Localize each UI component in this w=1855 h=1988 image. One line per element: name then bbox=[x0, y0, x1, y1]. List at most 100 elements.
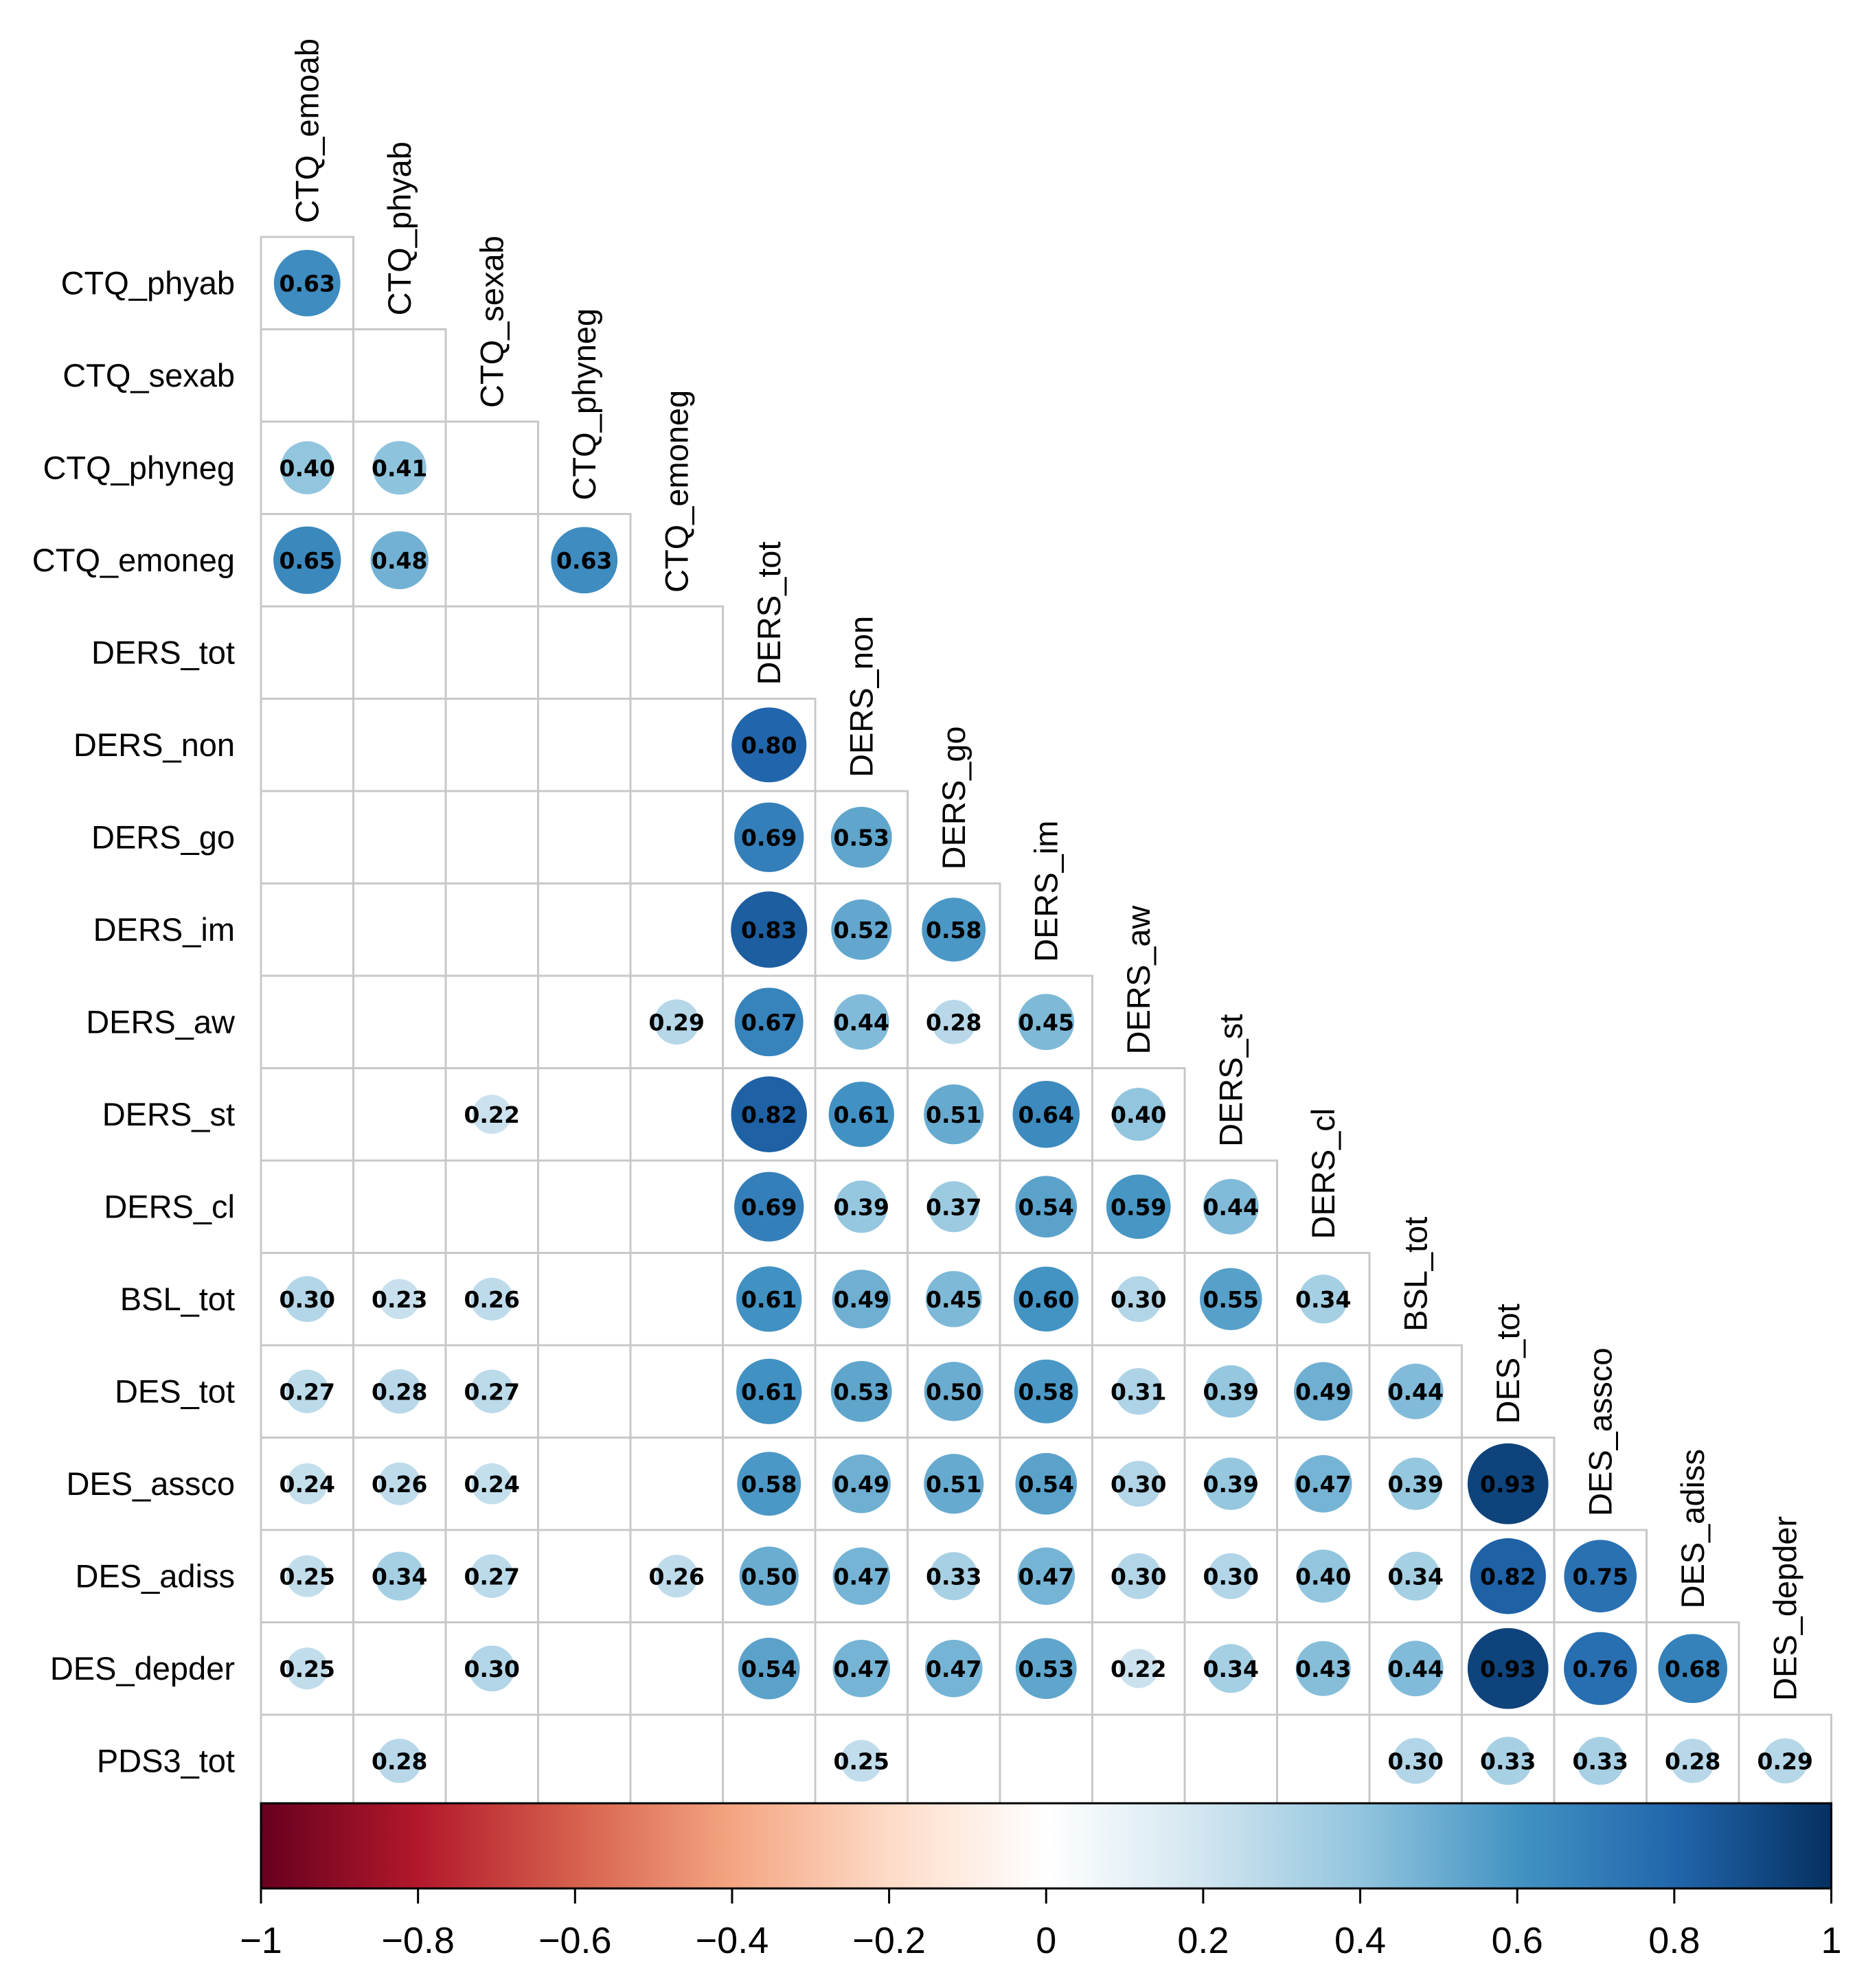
correlation-cell: 0.44 bbox=[1203, 1178, 1259, 1235]
correlation-value-label: 0.31 bbox=[1111, 1378, 1166, 1405]
correlation-circle bbox=[922, 898, 986, 962]
correlation-value-label: 0.41 bbox=[372, 455, 427, 481]
correlation-cell: 0.54 bbox=[1015, 1176, 1078, 1238]
correlation-value-label: 0.33 bbox=[1480, 1748, 1536, 1774]
row-label: CTQ_phyneg bbox=[43, 449, 235, 485]
correlation-value-label: 0.29 bbox=[649, 1009, 705, 1036]
correlation-cell: 0.29 bbox=[1757, 1738, 1813, 1784]
correlation-circle bbox=[1467, 1627, 1549, 1709]
column-label: CTQ_emoneg bbox=[658, 390, 694, 593]
correlation-cell: 0.30 bbox=[1111, 1461, 1166, 1507]
correlation-circle bbox=[280, 441, 334, 494]
grid-cell bbox=[537, 1344, 632, 1439]
grid-cell bbox=[260, 1713, 354, 1808]
grid-cell bbox=[537, 882, 632, 977]
correlation-value-label: 0.93 bbox=[1480, 1656, 1536, 1682]
correlation-value-label: 0.60 bbox=[1018, 1286, 1074, 1313]
correlation-circle bbox=[551, 527, 618, 594]
correlation-circle bbox=[734, 802, 804, 872]
correlation-value-label: 0.44 bbox=[1388, 1378, 1444, 1405]
colorbar: −1 −0.8 −0.6 −0.4 −0.2 0 0.2 0.4 0.6 0.8 1 bbox=[240, 1802, 1842, 1961]
colorbar-gradient bbox=[260, 1802, 1832, 1890]
correlation-cell: 0.25 bbox=[280, 1647, 335, 1690]
correlation-circle bbox=[1018, 994, 1075, 1051]
correlation-circle bbox=[731, 707, 807, 783]
correlation-cell: 0.26 bbox=[464, 1277, 520, 1321]
row-label: DERS_im bbox=[93, 911, 235, 948]
correlation-circle bbox=[1206, 1644, 1255, 1693]
correlation-circle bbox=[731, 891, 808, 968]
grid-cell bbox=[444, 1159, 539, 1254]
correlation-value-label: 0.49 bbox=[834, 1471, 889, 1498]
correlation-cell: 0.53 bbox=[830, 806, 892, 868]
correlation-cell: 0.34 bbox=[1295, 1275, 1351, 1324]
correlation-value-label: 0.26 bbox=[372, 1471, 427, 1498]
correlation-value-label: 0.82 bbox=[741, 1101, 797, 1128]
correlation-cell: 0.28 bbox=[372, 1369, 427, 1414]
correlation-circle bbox=[736, 1266, 802, 1332]
column-label: DES_assco bbox=[1582, 1347, 1618, 1516]
correlation-value-label: 0.34 bbox=[1295, 1286, 1351, 1313]
correlation-cell: 0.24 bbox=[280, 1463, 335, 1505]
grid-cell bbox=[260, 790, 354, 884]
grid-cell bbox=[352, 882, 447, 977]
column-label: DERS_cl bbox=[1305, 1108, 1341, 1239]
correlation-value-label: 0.54 bbox=[1018, 1471, 1074, 1498]
correlation-circle bbox=[1294, 1362, 1353, 1421]
grid-cell bbox=[629, 1344, 724, 1439]
correlation-value-label: 0.61 bbox=[741, 1378, 797, 1405]
correlation-cell: 0.26 bbox=[372, 1462, 427, 1505]
correlation-value-label: 0.30 bbox=[1111, 1563, 1166, 1590]
grid-cell bbox=[352, 974, 447, 1069]
correlation-cell: 0.58 bbox=[922, 898, 986, 962]
correlation-circle bbox=[370, 531, 429, 590]
correlation-value-label: 0.22 bbox=[1111, 1656, 1166, 1682]
correlation-cell: 0.24 bbox=[464, 1463, 520, 1505]
grid-cell bbox=[629, 882, 724, 977]
grid-cell bbox=[629, 1159, 724, 1254]
correlation-value-label: 0.58 bbox=[741, 1471, 797, 1498]
correlation-circle bbox=[1470, 1538, 1546, 1614]
correlation-value-label: 0.55 bbox=[1203, 1286, 1259, 1313]
correlation-value-label: 0.22 bbox=[464, 1101, 520, 1128]
grid-cell bbox=[537, 1159, 632, 1254]
correlation-cell: 0.76 bbox=[1564, 1632, 1637, 1705]
correlation-circle bbox=[1564, 1540, 1637, 1613]
correlation-cell: 0.50 bbox=[924, 1362, 983, 1421]
colorbar-tick-label: −0.6 bbox=[538, 1920, 612, 1961]
correlation-cell: 0.58 bbox=[1014, 1359, 1078, 1424]
correlation-value-label: 0.54 bbox=[741, 1656, 797, 1682]
correlation-cell: 0.40 bbox=[280, 441, 335, 494]
column-label: DERS_tot bbox=[751, 542, 787, 685]
correlation-cell: 0.60 bbox=[1013, 1266, 1079, 1332]
column-label: DERS_non bbox=[843, 616, 879, 777]
correlation-cell: 0.43 bbox=[1295, 1641, 1351, 1696]
correlation-cell: 0.29 bbox=[649, 999, 705, 1045]
correlation-circle bbox=[736, 1358, 802, 1424]
correlation-cell: 0.61 bbox=[736, 1266, 802, 1332]
colorbar-tick-label: −0.2 bbox=[852, 1920, 926, 1961]
correlation-circle bbox=[1015, 1176, 1078, 1238]
correlation-value-label: 0.34 bbox=[372, 1563, 427, 1590]
correlation-value-label: 0.61 bbox=[834, 1101, 889, 1128]
correlation-cell: 0.30 bbox=[280, 1276, 335, 1323]
correlation-cell: 0.51 bbox=[924, 1084, 984, 1145]
correlation-circle bbox=[833, 994, 889, 1050]
correlation-value-label: 0.69 bbox=[741, 824, 797, 851]
correlation-value-label: 0.30 bbox=[1111, 1286, 1166, 1313]
correlation-circle bbox=[1106, 1174, 1171, 1239]
correlation-cell: 0.49 bbox=[1294, 1362, 1353, 1421]
correlation-value-label: 0.30 bbox=[1203, 1563, 1259, 1590]
correlation-circle bbox=[286, 1463, 328, 1505]
grid-cell bbox=[537, 1437, 632, 1531]
correlation-circle bbox=[739, 1546, 799, 1606]
column-label: DES_adiss bbox=[1674, 1449, 1711, 1609]
correlation-circle bbox=[924, 1454, 984, 1514]
correlation-cell: 0.59 bbox=[1106, 1174, 1171, 1239]
correlation-value-label: 0.44 bbox=[1203, 1193, 1259, 1220]
correlation-circle bbox=[924, 1362, 983, 1421]
correlation-value-label: 0.39 bbox=[1203, 1378, 1259, 1405]
correlation-value-label: 0.23 bbox=[372, 1286, 427, 1313]
correlation-value-label: 0.26 bbox=[464, 1286, 520, 1313]
correlation-circle bbox=[835, 1180, 888, 1233]
